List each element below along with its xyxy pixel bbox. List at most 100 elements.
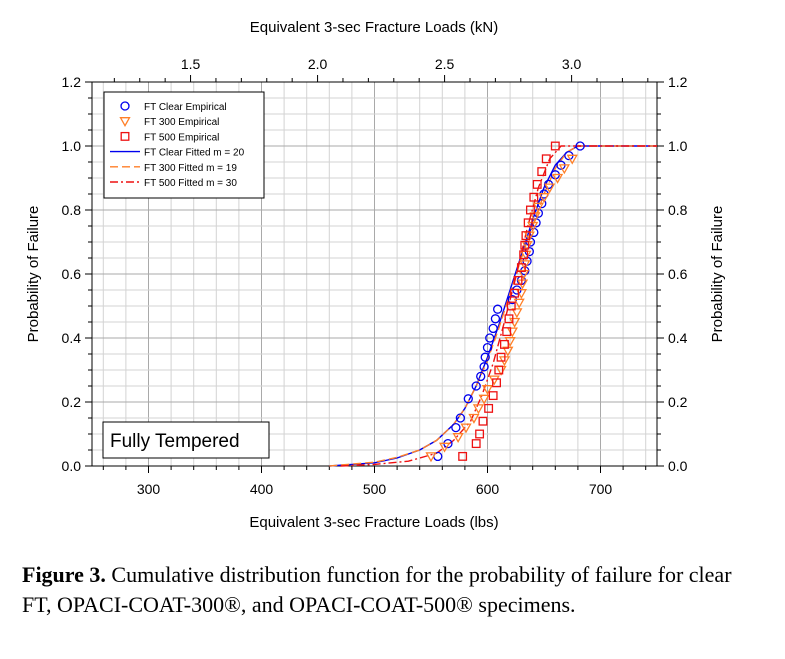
data-point <box>452 433 464 444</box>
data-point <box>488 391 498 401</box>
data-point <box>538 193 550 204</box>
legend-label: FT 300 Fitted m = 19 <box>144 163 237 174</box>
legend-label: FT Clear Empirical <box>144 102 227 113</box>
data-point <box>463 394 473 404</box>
data-point <box>558 164 570 175</box>
data-point <box>551 173 564 184</box>
data-point <box>541 154 551 164</box>
data-point <box>519 250 529 260</box>
legend-marker <box>119 117 131 128</box>
data-point <box>478 416 488 426</box>
data-point <box>504 314 514 324</box>
legend-label: FT 500 Empirical <box>144 132 219 143</box>
data-point <box>478 394 490 405</box>
data-point <box>488 323 498 334</box>
data-point <box>460 423 472 434</box>
data-point <box>451 422 461 433</box>
data-point <box>523 218 533 228</box>
data-point <box>566 154 578 165</box>
data-point <box>532 202 544 213</box>
data-point <box>438 442 451 453</box>
cdf-chart: 300 400 500 600 700 1.5 2.0 2.5 3.0 0.0 0.0 0.2 0.2 0… <box>25 19 726 531</box>
data-point <box>458 451 468 461</box>
axes: 300 400 500 600 700 1.5 2.0 2.5 3.0 0.0 0.0 0.2 0.2 0… <box>62 56 688 497</box>
data-point <box>513 298 525 309</box>
y2-axis-label: Probability of Failure <box>709 206 726 343</box>
x-tick-label: 700 <box>589 481 613 497</box>
data-point <box>471 381 481 391</box>
data-point <box>484 403 494 413</box>
data-point <box>519 260 531 271</box>
data-point <box>529 212 541 223</box>
y2-tick-label: 1.2 <box>668 74 688 90</box>
data-point <box>490 314 501 324</box>
data-point <box>575 141 585 151</box>
x2-axis-label: Equivalent 3-sec Fracture Loads (kN) <box>250 19 498 36</box>
data-point <box>455 413 466 423</box>
data-point <box>472 404 485 415</box>
data-point <box>520 240 530 250</box>
legend-label: FT Clear Fitted m = 20 <box>144 148 245 159</box>
data-point <box>532 179 542 189</box>
x-tick-label: 400 <box>250 481 274 497</box>
data-point <box>425 452 437 463</box>
y-tick-label: 0.6 <box>62 266 82 282</box>
data-point <box>529 192 539 202</box>
data-point <box>511 308 523 319</box>
legend-frame <box>103 91 265 199</box>
y-tick-label: 1.0 <box>62 138 82 154</box>
data-point <box>510 288 520 298</box>
data-point <box>481 385 494 396</box>
x2-tick-label: 3.0 <box>562 56 582 72</box>
x-tick-label: 600 <box>476 481 500 497</box>
data-point <box>544 183 556 194</box>
data-point <box>506 301 516 311</box>
y2-tick-label: 0.8 <box>668 202 688 218</box>
data-point <box>550 141 560 151</box>
x-tick-label: 300 <box>137 481 161 497</box>
data-point <box>493 304 503 314</box>
x2-tick-label: 2.0 <box>308 56 328 72</box>
y-tick-label: 0.8 <box>62 202 82 218</box>
x2-tick-label: 2.5 <box>435 56 455 72</box>
y-tick-label: 0.0 <box>62 458 82 474</box>
figure-caption: Figure 3. Cumulative distribution functi… <box>22 560 762 620</box>
data-point <box>475 429 485 439</box>
data-point <box>515 289 528 300</box>
data-point <box>494 365 504 375</box>
x-axis-label: Equivalent 3-sec Fracture Loads (lbs) <box>249 514 498 531</box>
data-point <box>525 205 535 215</box>
y2-tick-label: 0.0 <box>668 458 688 474</box>
data-point <box>471 439 481 449</box>
y-tick-label: 0.4 <box>62 330 82 346</box>
legend: FT Clear Empirical FT 300 Empirical FT 500… <box>103 91 265 199</box>
y2-tick-label: 0.4 <box>668 330 688 346</box>
data-point <box>476 371 486 382</box>
series <box>329 141 657 467</box>
data-point <box>482 342 493 353</box>
data-point <box>468 413 480 424</box>
y2-tick-label: 1.0 <box>668 138 688 154</box>
legend-marker <box>120 131 130 141</box>
legend-label: FT 500 Fitted m = 30 <box>144 178 237 189</box>
data-point <box>485 333 495 343</box>
data-point <box>518 269 530 280</box>
x-tick-label: 500 <box>363 481 387 497</box>
data-point <box>516 263 526 273</box>
data-point <box>502 327 512 337</box>
y-tick-label: 0.2 <box>62 394 82 410</box>
data-point <box>492 378 501 388</box>
data-point <box>521 231 531 241</box>
caption-label: Figure 3. <box>22 562 106 587</box>
data-point <box>496 352 506 362</box>
x2-tick-label: 1.5 <box>181 56 201 72</box>
data-point <box>479 362 489 372</box>
annotation-box: Fully Tempered <box>102 421 270 459</box>
data-point <box>488 375 500 386</box>
legend-label: FT 300 Empirical <box>144 117 219 128</box>
data-point <box>499 339 509 349</box>
y2-tick-label: 0.6 <box>668 266 688 282</box>
y-axis-label: Probability of Failure <box>25 206 42 343</box>
legend-marker <box>120 101 130 111</box>
y-tick-label: 1.2 <box>62 74 82 90</box>
